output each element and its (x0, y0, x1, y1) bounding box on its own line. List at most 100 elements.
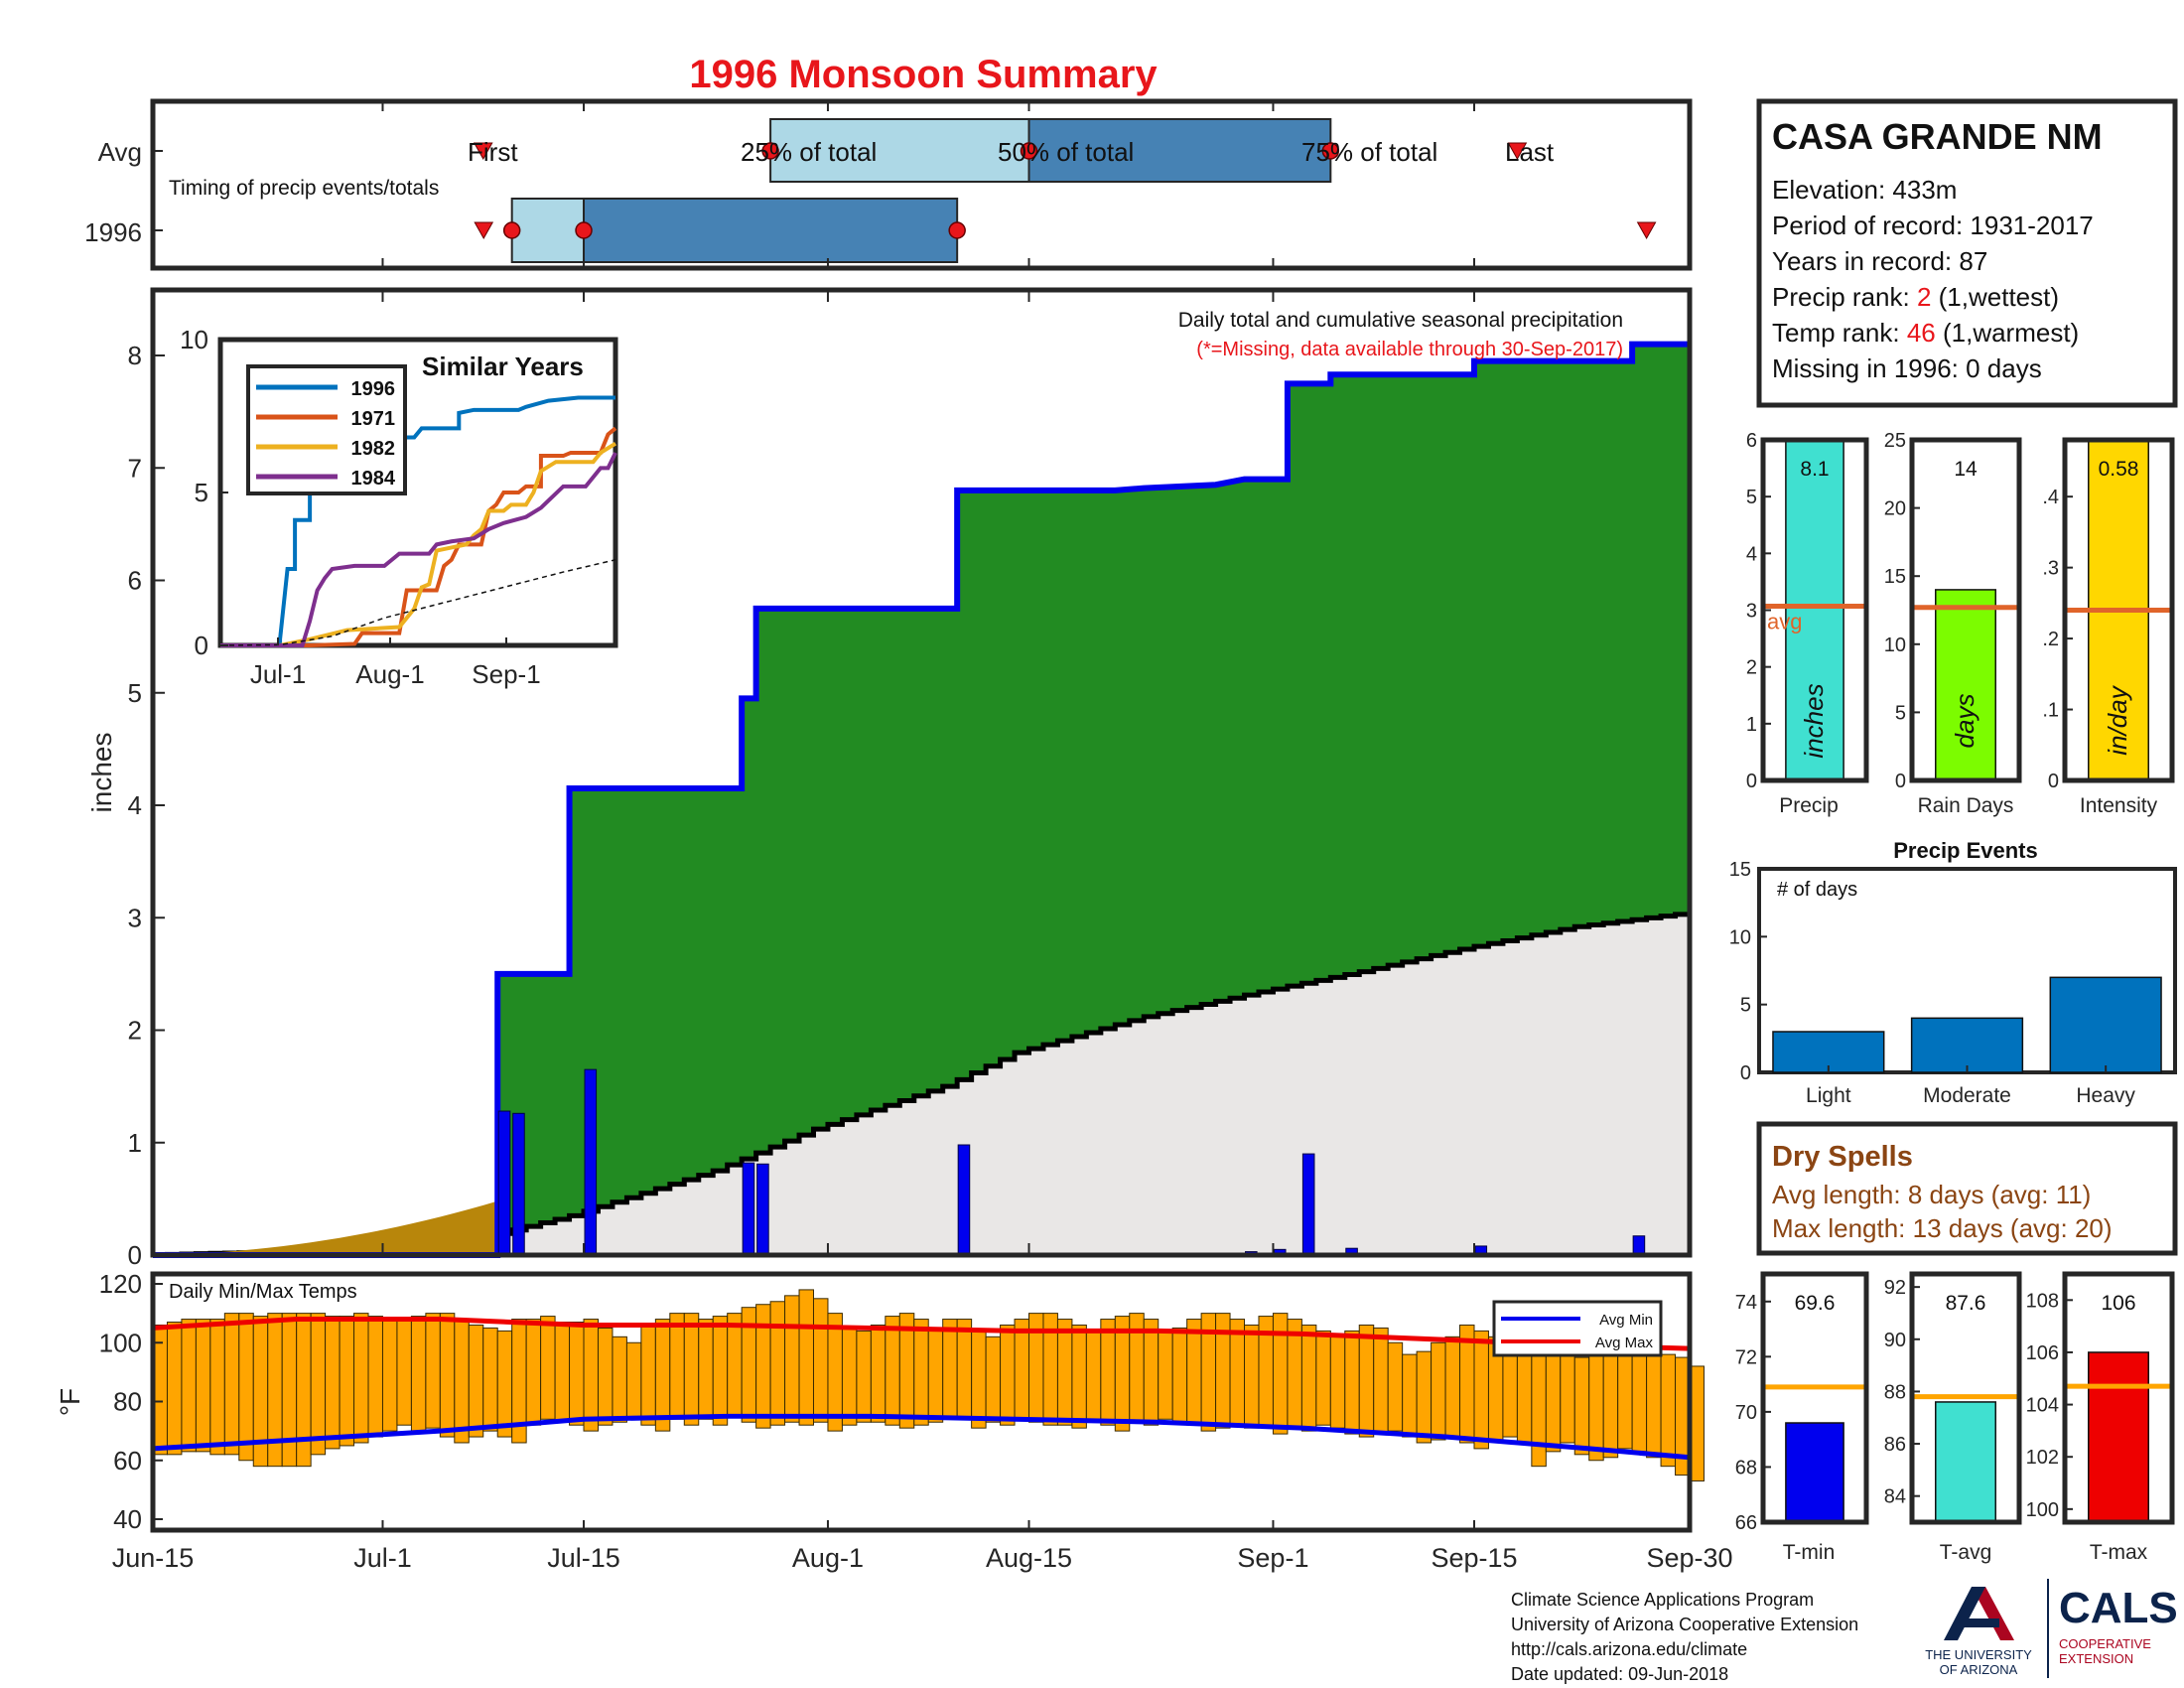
precip-ytick-label: 4 (128, 790, 142, 820)
timing-year-box-25-50 (510, 198, 586, 263)
daily-temp-bar (971, 1330, 987, 1429)
daily-temp-bar (209, 1319, 225, 1456)
raindays-bar-label: Rain Days (1918, 794, 2014, 817)
inset-ytick-label: 5 (195, 478, 208, 507)
precip-note: Daily total and cumulative seasonal prec… (1178, 309, 1623, 332)
daily-temp-bar (625, 1341, 642, 1420)
daily-temp-bar (755, 1304, 771, 1429)
avg-daily-area (153, 1200, 498, 1255)
dry-avg-length: Avg length: 8 days (avg: 11) (1772, 1180, 2091, 1209)
timing-p50-label: 50% of total (998, 137, 1134, 167)
precip-ytick-label: 7 (128, 453, 142, 483)
station-temp-rank: Temp rank: 46 (1,warmest) (1772, 318, 2079, 348)
precip-panel-small-ytick-label: 2 (1746, 657, 1757, 679)
daily-temp-bar (1143, 1319, 1160, 1426)
timing-avg-p25-marker (761, 142, 779, 160)
daily-temp-bar (296, 1313, 312, 1468)
tmax-panel-small-ytick-label: 106 (2026, 1342, 2059, 1364)
station-years: Years in record: 87 (1772, 246, 1987, 276)
x-tick-label: Aug-1 (792, 1543, 864, 1573)
ua-logo-a-right (1972, 1587, 2014, 1640)
daily-temp-bar (540, 1316, 556, 1420)
daily-temp-bar (238, 1313, 254, 1462)
x-tick-label: Jun-15 (112, 1543, 195, 1573)
daily-temp-bar (1000, 1324, 1016, 1426)
x-tick-label: Jul-15 (547, 1543, 620, 1573)
daily-precip-bar (756, 1163, 769, 1256)
daily-temp-bar (1573, 1356, 1590, 1456)
precip-ylabel: inches (86, 733, 117, 813)
events-bar-heavy (2049, 976, 2162, 1073)
daily-temp-bar (1329, 1336, 1346, 1429)
daily-temp-bar (1444, 1336, 1461, 1438)
cals-logo-line1: COOPERATIVE (2059, 1636, 2151, 1651)
timing-row-avg: Avg (98, 137, 142, 167)
events-category-label: Light (1806, 1084, 1851, 1107)
inset-legend-label: 1971 (351, 408, 396, 430)
daily-temp-bar (525, 1319, 542, 1426)
daily-temp-bar (166, 1322, 183, 1456)
daily-temp-bar (1602, 1353, 1619, 1459)
daily-precip-bar (512, 1112, 525, 1256)
daily-temp-bar (325, 1316, 341, 1450)
x-tick-label: Jul-1 (353, 1543, 412, 1573)
daily-temp-bar (353, 1313, 369, 1444)
tmin-panel-small-ytick-label: 66 (1735, 1512, 1757, 1534)
timing-avg-box-50-75 (1027, 118, 1332, 183)
daily-temp-bar (956, 1319, 973, 1420)
precip-panel-small-value: 8.1 (1800, 458, 1829, 481)
daily-temp-bar (1431, 1341, 1446, 1441)
daily-temp-bar (683, 1313, 700, 1426)
dry-max-length: Max length: 13 days (avg: 20) (1772, 1213, 2113, 1243)
precip-ytick-label: 5 (128, 678, 142, 708)
daily-temp-bar (223, 1313, 240, 1456)
daily-temp-bar (1516, 1347, 1533, 1444)
timing-avg-last-marker (1507, 142, 1528, 161)
daily-temp-bar (885, 1316, 900, 1426)
temps-ytick-label: 40 (113, 1504, 142, 1534)
inset-ytick-label: 0 (195, 631, 208, 660)
daily-temp-bar (396, 1319, 412, 1426)
tmax-panel-small-ytick-label: 104 (2026, 1395, 2059, 1417)
raindays-panel-small-ytick-label: 15 (1884, 566, 1906, 588)
timing-first-label: First (468, 137, 518, 167)
tavg-panel-small-ytick-label: 88 (1884, 1381, 1906, 1403)
events-bars: Light Moderate Heavy 0 5 10 15 (1729, 859, 2162, 1107)
daily-temp-bar (381, 1319, 398, 1432)
precip-ytick-label: 1 (128, 1128, 142, 1158)
raindays-panel-small-unit: days (1950, 694, 1979, 749)
figure-title: 1996 Monsoon Summary (689, 53, 1158, 96)
temp-rank-value: 46 (1907, 318, 1936, 348)
daily-temp-bar (1416, 1350, 1433, 1444)
cumulative-1996-line (153, 341, 1690, 1258)
daily-temp-bar (870, 1324, 887, 1423)
inset-avg-line (219, 559, 616, 646)
x-tick-label: Aug-15 (986, 1543, 1072, 1573)
tmax-panel-small-ytick-label: 100 (2026, 1499, 2059, 1521)
intensity-panel-small-ytick-label: .2 (2042, 629, 2059, 650)
inset-xtick-label: Jul-1 (250, 659, 306, 689)
timing-avg-p50-marker (1020, 142, 1038, 160)
precip-panel-small-ytick-label: 1 (1746, 714, 1757, 736)
precip-rank-value: 2 (1917, 282, 1931, 312)
intensity-panel-small-value: 0.58 (2099, 458, 2139, 481)
precip-bar-label: Precip (1779, 794, 1839, 817)
daily-temp-bar (1014, 1319, 1030, 1420)
daily-temp-bar (913, 1319, 929, 1426)
daily-temp-bar (841, 1327, 858, 1426)
tavg-panel-small-ytick-label: 92 (1884, 1277, 1906, 1299)
precip-y-axis: 0 1 2 3 4 5 6 7 8 (128, 290, 1691, 1270)
tavg-panel-small-ytick-label: 84 (1884, 1486, 1906, 1508)
daily-precip-bar (957, 1144, 971, 1256)
tavg-panel-small-value: 87.6 (1946, 1292, 1986, 1315)
station-name: CASA GRANDE NM (1772, 116, 2103, 157)
precip-panel: 0 1 2 3 4 5 6 7 8 inches Daily total and cumulat… (86, 287, 1693, 1270)
tmin-panel-small-ytick-label: 72 (1735, 1346, 1757, 1368)
daily-temp-bar (1660, 1353, 1677, 1468)
daily-temp-bar (1588, 1347, 1604, 1462)
cals-logo-text: CALS (2059, 1584, 2178, 1632)
raindays-panel-small-ytick-label: 25 (1884, 430, 1906, 452)
events-title: Precip Events (1893, 838, 2038, 863)
daily-temp-bar (468, 1324, 484, 1438)
